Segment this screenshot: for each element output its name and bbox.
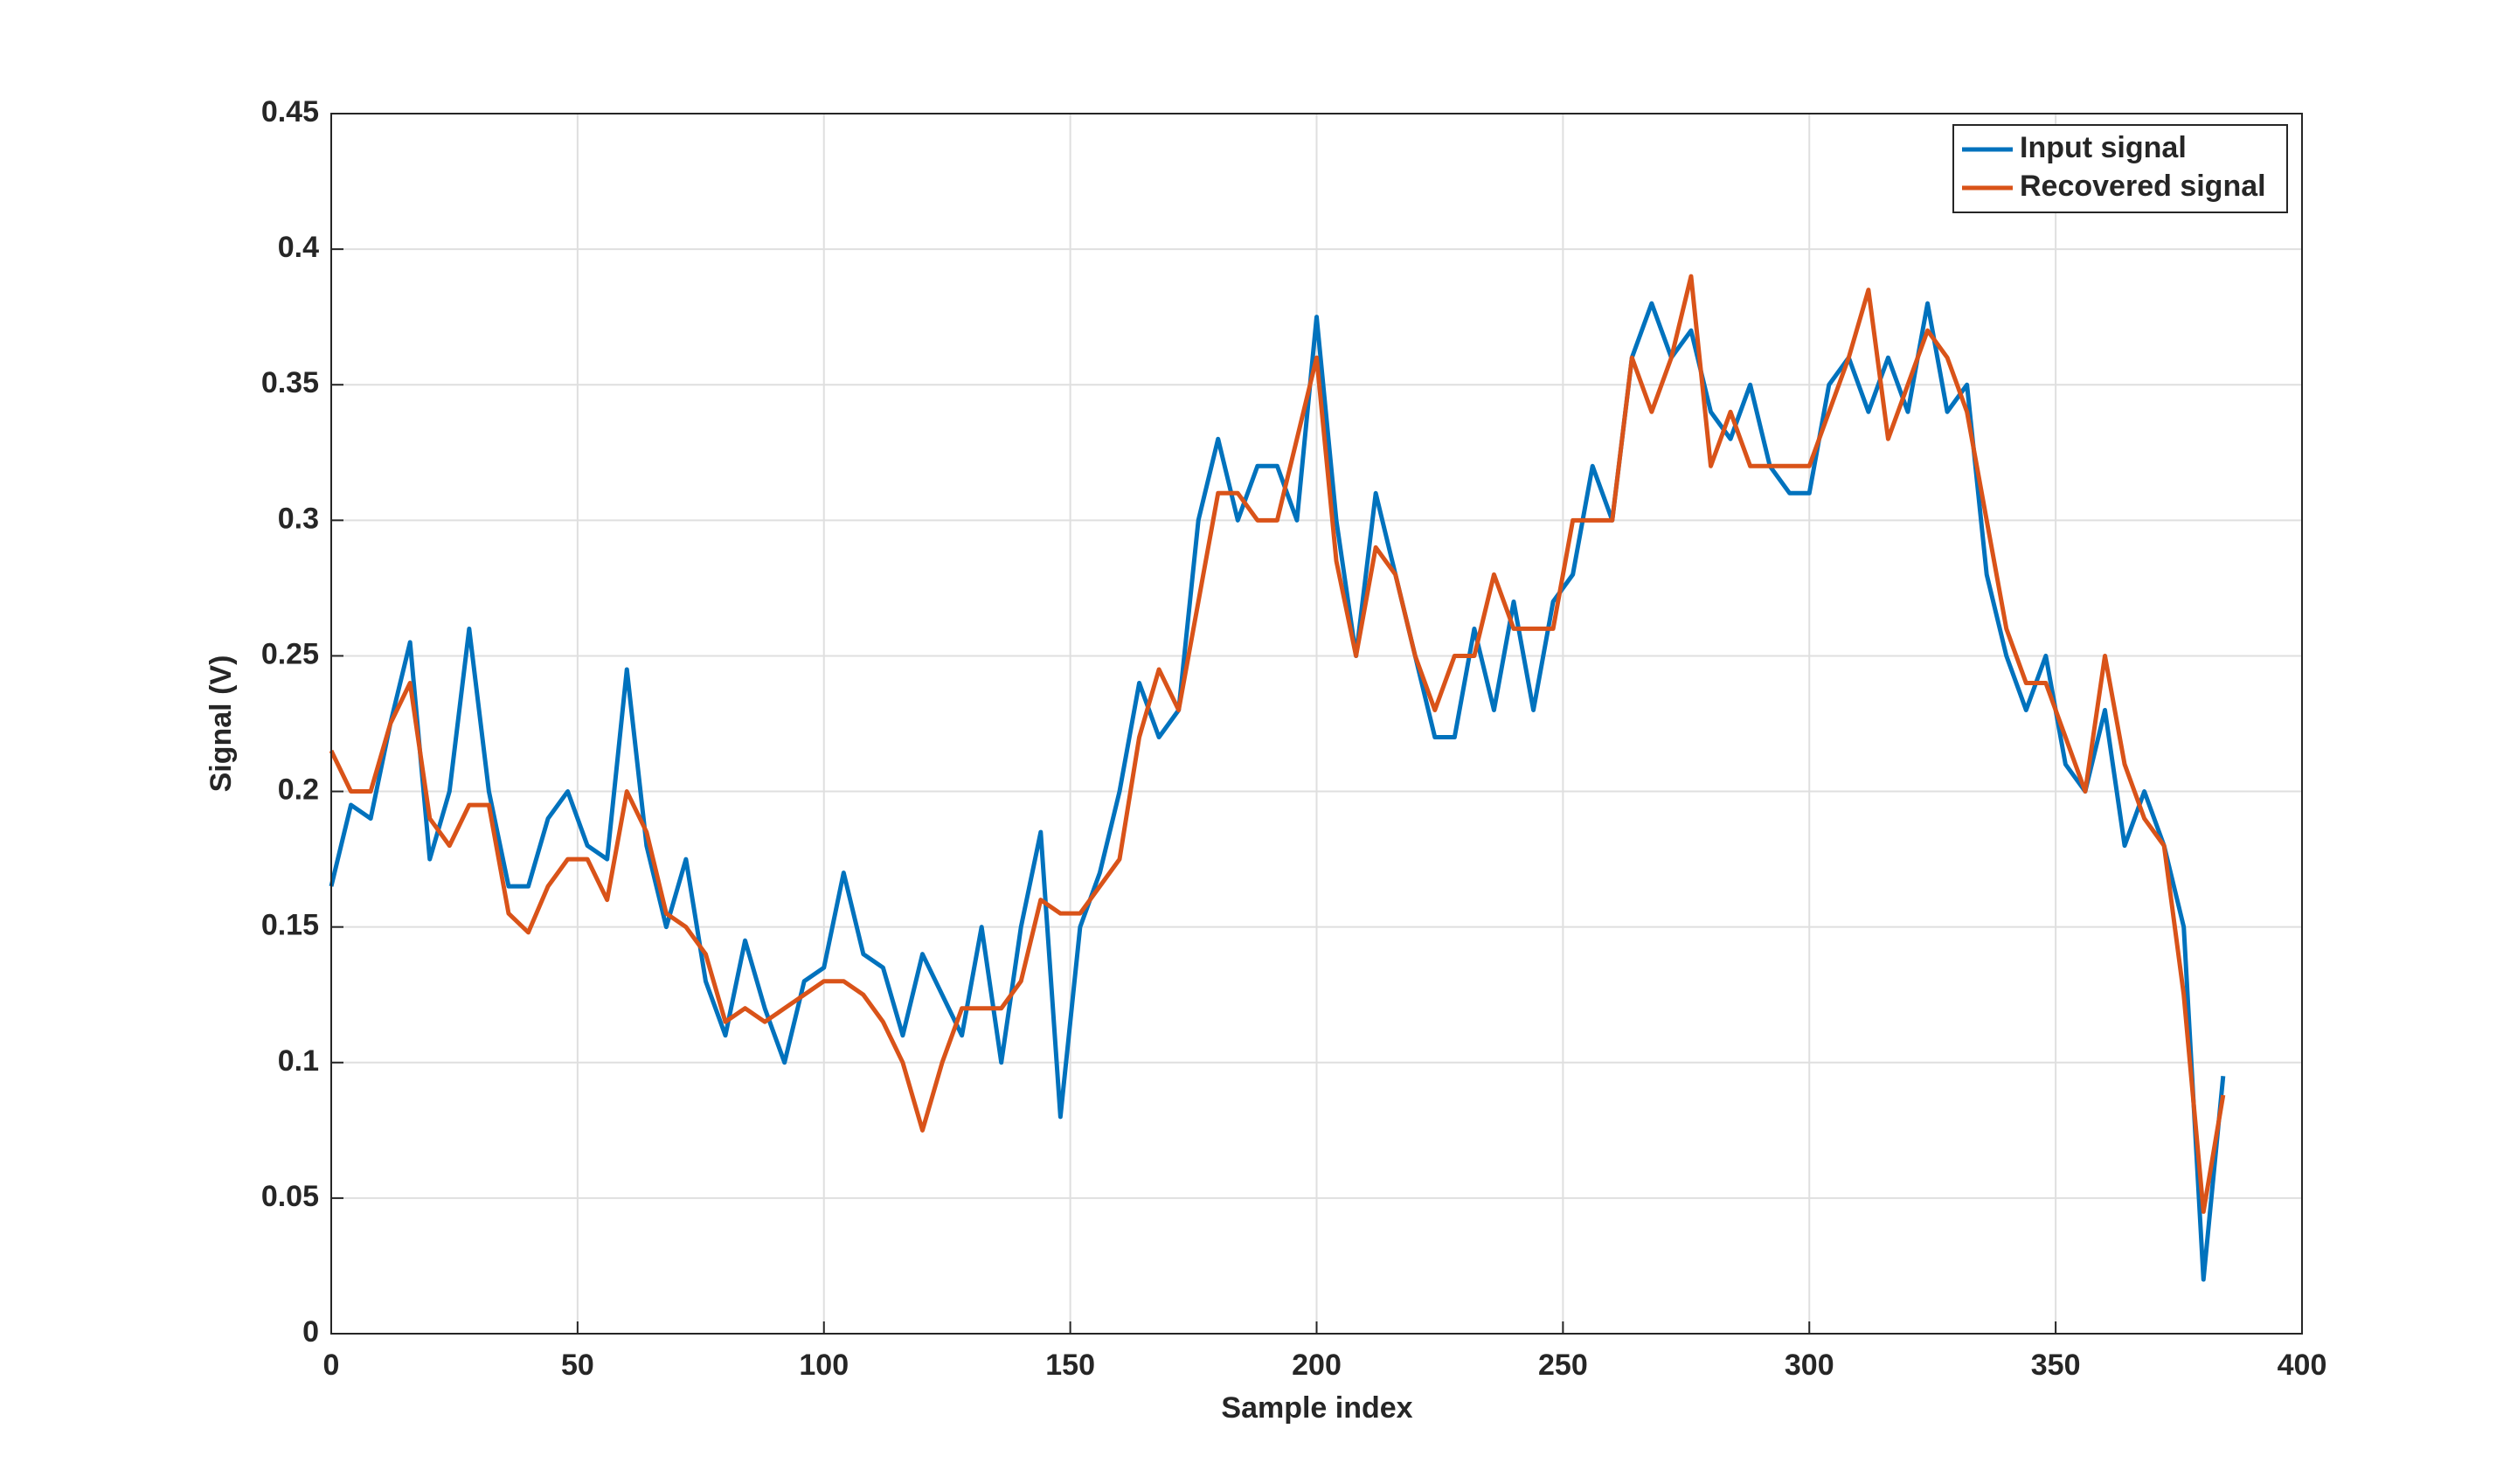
x-axis-label: Sample index bbox=[1221, 1391, 1412, 1425]
y-tick-label: 0.25 bbox=[261, 637, 319, 670]
x-tick-label: 300 bbox=[1785, 1349, 1834, 1382]
y-tick-label: 0.3 bbox=[278, 502, 319, 535]
y-tick-label: 0.35 bbox=[261, 366, 319, 399]
x-tick-label: 150 bbox=[1045, 1349, 1095, 1382]
y-tick-label: 0.15 bbox=[261, 909, 319, 942]
x-tick-label: 100 bbox=[799, 1349, 849, 1382]
x-tick-label: 0 bbox=[323, 1349, 340, 1382]
x-tick-label: 400 bbox=[2278, 1349, 2327, 1382]
x-tick-label: 350 bbox=[2031, 1349, 2081, 1382]
legend-label: Input signal bbox=[2020, 131, 2187, 164]
y-tick-label: 0.2 bbox=[278, 773, 319, 807]
y-tick-label: 0 bbox=[302, 1315, 319, 1349]
legend-label: Recovered signal bbox=[2020, 170, 2266, 203]
x-tick-label: 50 bbox=[561, 1349, 594, 1382]
y-tick-label: 0.4 bbox=[278, 231, 319, 264]
x-tick-label: 200 bbox=[1292, 1349, 1342, 1382]
x-tick-label: 250 bbox=[1538, 1349, 1588, 1382]
y-tick-label: 0.45 bbox=[261, 95, 319, 128]
y-tick-label: 0.05 bbox=[261, 1180, 319, 1213]
data-line bbox=[329, 301, 2226, 1282]
data-line bbox=[329, 274, 2226, 1214]
legend-box bbox=[1952, 124, 2288, 213]
y-tick-label: 0.1 bbox=[278, 1044, 319, 1078]
y-axis-label: Signal (V) bbox=[205, 655, 238, 793]
axes-box bbox=[330, 113, 2303, 1335]
